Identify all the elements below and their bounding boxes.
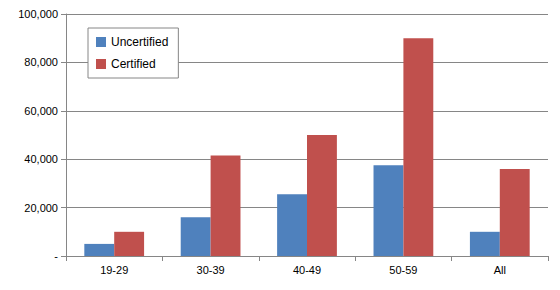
svg-text:60,000: 60,000 [24, 105, 58, 117]
svg-text:-: - [54, 250, 58, 262]
svg-text:50-59: 50-59 [389, 264, 417, 276]
svg-text:40,000: 40,000 [24, 153, 58, 165]
svg-text:All: All [494, 264, 506, 276]
svg-text:20,000: 20,000 [24, 202, 58, 214]
svg-text:80,000: 80,000 [24, 56, 58, 68]
svg-text:100,000: 100,000 [18, 8, 58, 20]
svg-text:19-29: 19-29 [100, 264, 128, 276]
svg-text:Certified: Certified [111, 57, 156, 71]
svg-text:30-39: 30-39 [197, 264, 225, 276]
svg-text:Uncertified: Uncertified [111, 35, 168, 49]
svg-text:40-49: 40-49 [293, 264, 321, 276]
